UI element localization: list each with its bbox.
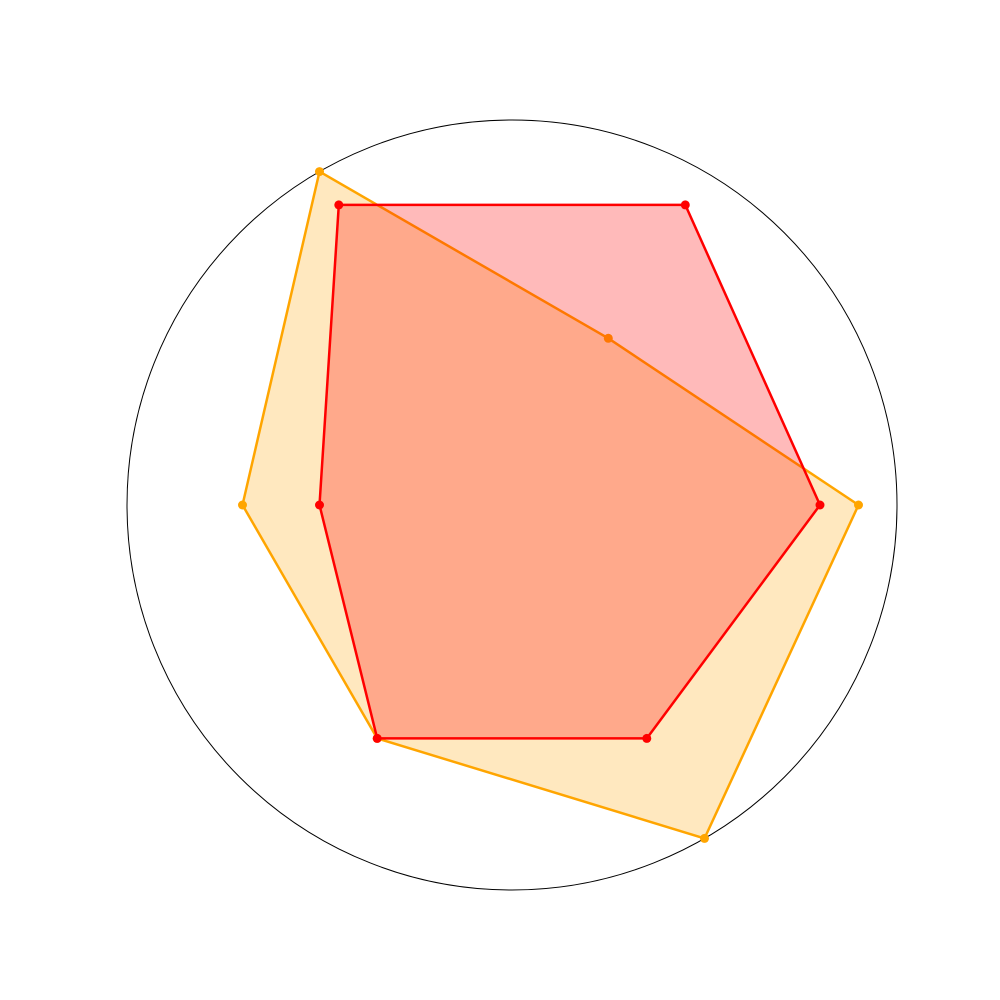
series-2-point-5 xyxy=(372,733,382,743)
polar-frame-circle xyxy=(126,119,898,891)
series-1-point-2 xyxy=(603,333,613,343)
series-2-point-6 xyxy=(642,733,652,743)
series-1-point-1 xyxy=(854,500,863,510)
series-2-point-4 xyxy=(315,500,324,510)
series-2 xyxy=(315,200,825,743)
series-1-point-4 xyxy=(238,500,247,510)
series-2-point-3 xyxy=(334,200,344,210)
series-2-point-2 xyxy=(680,200,690,210)
series-2-point-1 xyxy=(815,500,825,510)
series-1-point-6 xyxy=(700,833,709,843)
series-1-point-3 xyxy=(315,167,324,177)
series-layer xyxy=(238,167,863,843)
